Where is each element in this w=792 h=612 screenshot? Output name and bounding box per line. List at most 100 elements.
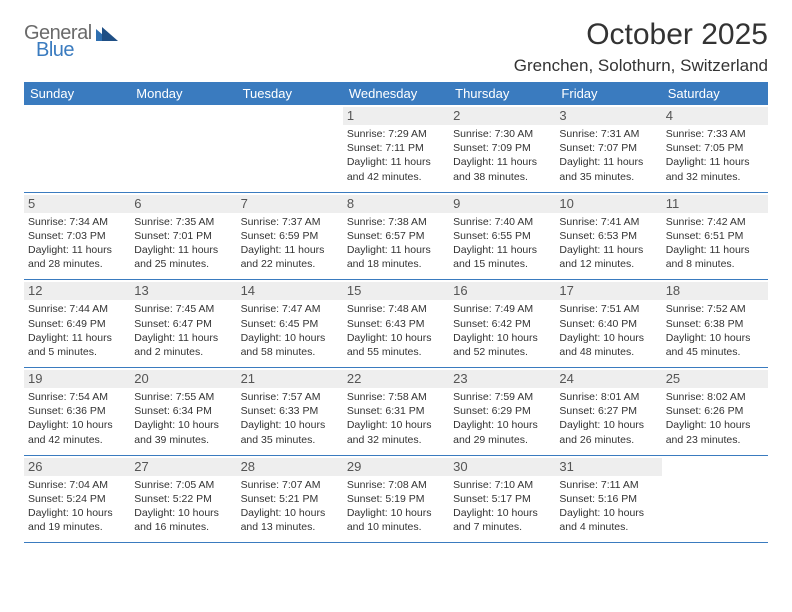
- day-number: 1: [343, 107, 449, 125]
- sunrise-text: Sunrise: 7:54 AM: [28, 390, 126, 404]
- sunrise-text: Sunrise: 7:34 AM: [28, 215, 126, 229]
- daylight-line-2: and 45 minutes.: [666, 345, 764, 359]
- day-cell: 22Sunrise: 7:58 AMSunset: 6:31 PMDayligh…: [343, 368, 449, 455]
- sunset-text: Sunset: 6:57 PM: [347, 229, 445, 243]
- day-number: 20: [130, 370, 236, 388]
- day-number: 2: [449, 107, 555, 125]
- daylight-line-2: and 10 minutes.: [347, 520, 445, 534]
- daylight-line-1: Daylight: 10 hours: [28, 506, 126, 520]
- day-cell: 24Sunrise: 8:01 AMSunset: 6:27 PMDayligh…: [555, 368, 661, 455]
- day-cell: 27Sunrise: 7:05 AMSunset: 5:22 PMDayligh…: [130, 456, 236, 543]
- calendar: Sunday Monday Tuesday Wednesday Thursday…: [24, 82, 768, 543]
- day-number: 18: [662, 282, 768, 300]
- sunset-text: Sunset: 5:17 PM: [453, 492, 551, 506]
- daylight-line-2: and 25 minutes.: [134, 257, 232, 271]
- sunrise-text: Sunrise: 7:40 AM: [453, 215, 551, 229]
- daylight-line-2: and 18 minutes.: [347, 257, 445, 271]
- day-cell: 13Sunrise: 7:45 AMSunset: 6:47 PMDayligh…: [130, 280, 236, 367]
- sunset-text: Sunset: 5:21 PM: [241, 492, 339, 506]
- daylight-line-2: and 15 minutes.: [453, 257, 551, 271]
- daylight-line-1: Daylight: 10 hours: [559, 506, 657, 520]
- day-cell: 3Sunrise: 7:31 AMSunset: 7:07 PMDaylight…: [555, 105, 661, 192]
- day-cell: 19Sunrise: 7:54 AMSunset: 6:36 PMDayligh…: [24, 368, 130, 455]
- daylight-line-2: and 52 minutes.: [453, 345, 551, 359]
- sunrise-text: Sunrise: 7:08 AM: [347, 478, 445, 492]
- week-row: 1Sunrise: 7:29 AMSunset: 7:11 PMDaylight…: [24, 105, 768, 193]
- sunset-text: Sunset: 6:27 PM: [559, 404, 657, 418]
- day-number: 4: [662, 107, 768, 125]
- sunrise-text: Sunrise: 7:37 AM: [241, 215, 339, 229]
- sunrise-text: Sunrise: 7:35 AM: [134, 215, 232, 229]
- day-cell: 7Sunrise: 7:37 AMSunset: 6:59 PMDaylight…: [237, 193, 343, 280]
- dow-sunday: Sunday: [24, 83, 130, 105]
- sunrise-text: Sunrise: 8:01 AM: [559, 390, 657, 404]
- sunset-text: Sunset: 6:26 PM: [666, 404, 764, 418]
- day-cell: 9Sunrise: 7:40 AMSunset: 6:55 PMDaylight…: [449, 193, 555, 280]
- daylight-line-2: and 48 minutes.: [559, 345, 657, 359]
- sunset-text: Sunset: 6:53 PM: [559, 229, 657, 243]
- title-block: October 2025 Grenchen, Solothurn, Switze…: [514, 18, 768, 76]
- daylight-line-2: and 42 minutes.: [28, 433, 126, 447]
- daylight-line-1: Daylight: 10 hours: [453, 418, 551, 432]
- day-number: 19: [24, 370, 130, 388]
- daylight-line-2: and 12 minutes.: [559, 257, 657, 271]
- daylight-line-1: Daylight: 11 hours: [134, 331, 232, 345]
- sunset-text: Sunset: 6:33 PM: [241, 404, 339, 418]
- daylight-line-1: Daylight: 10 hours: [453, 331, 551, 345]
- day-cell: 26Sunrise: 7:04 AMSunset: 5:24 PMDayligh…: [24, 456, 130, 543]
- day-number: 24: [555, 370, 661, 388]
- sunset-text: Sunset: 5:16 PM: [559, 492, 657, 506]
- day-cell: 12Sunrise: 7:44 AMSunset: 6:49 PMDayligh…: [24, 280, 130, 367]
- daylight-line-1: Daylight: 11 hours: [28, 331, 126, 345]
- daylight-line-2: and 22 minutes.: [241, 257, 339, 271]
- daylight-line-2: and 32 minutes.: [666, 170, 764, 184]
- day-cell: 8Sunrise: 7:38 AMSunset: 6:57 PMDaylight…: [343, 193, 449, 280]
- day-cell: 14Sunrise: 7:47 AMSunset: 6:45 PMDayligh…: [237, 280, 343, 367]
- week-row: 19Sunrise: 7:54 AMSunset: 6:36 PMDayligh…: [24, 368, 768, 456]
- day-cell: [237, 105, 343, 192]
- sunrise-text: Sunrise: 7:52 AM: [666, 302, 764, 316]
- logo: General Blue: [24, 22, 118, 62]
- day-cell: 2Sunrise: 7:30 AMSunset: 7:09 PMDaylight…: [449, 105, 555, 192]
- day-cell: 6Sunrise: 7:35 AMSunset: 7:01 PMDaylight…: [130, 193, 236, 280]
- sunrise-text: Sunrise: 7:44 AM: [28, 302, 126, 316]
- daylight-line-1: Daylight: 11 hours: [666, 243, 764, 257]
- sunset-text: Sunset: 6:38 PM: [666, 317, 764, 331]
- day-of-week-row: Sunday Monday Tuesday Wednesday Thursday…: [24, 82, 768, 105]
- day-cell: 18Sunrise: 7:52 AMSunset: 6:38 PMDayligh…: [662, 280, 768, 367]
- sunrise-text: Sunrise: 7:38 AM: [347, 215, 445, 229]
- day-number: 17: [555, 282, 661, 300]
- day-cell: 21Sunrise: 7:57 AMSunset: 6:33 PMDayligh…: [237, 368, 343, 455]
- daylight-line-2: and 39 minutes.: [134, 433, 232, 447]
- daylight-line-1: Daylight: 10 hours: [134, 418, 232, 432]
- daylight-line-2: and 42 minutes.: [347, 170, 445, 184]
- daylight-line-2: and 58 minutes.: [241, 345, 339, 359]
- daylight-line-2: and 8 minutes.: [666, 257, 764, 271]
- daylight-line-2: and 7 minutes.: [453, 520, 551, 534]
- sunset-text: Sunset: 7:07 PM: [559, 141, 657, 155]
- daylight-line-2: and 19 minutes.: [28, 520, 126, 534]
- day-cell: [662, 456, 768, 543]
- daylight-line-2: and 28 minutes.: [28, 257, 126, 271]
- daylight-line-2: and 13 minutes.: [241, 520, 339, 534]
- day-cell: 31Sunrise: 7:11 AMSunset: 5:16 PMDayligh…: [555, 456, 661, 543]
- day-number: 28: [237, 458, 343, 476]
- day-cell: 16Sunrise: 7:49 AMSunset: 6:42 PMDayligh…: [449, 280, 555, 367]
- dow-thursday: Thursday: [449, 83, 555, 105]
- day-cell: 5Sunrise: 7:34 AMSunset: 7:03 PMDaylight…: [24, 193, 130, 280]
- day-number: 5: [24, 195, 130, 213]
- daylight-line-1: Daylight: 11 hours: [559, 243, 657, 257]
- day-number: 15: [343, 282, 449, 300]
- daylight-line-2: and 4 minutes.: [559, 520, 657, 534]
- sunrise-text: Sunrise: 7:11 AM: [559, 478, 657, 492]
- sunrise-text: Sunrise: 7:41 AM: [559, 215, 657, 229]
- daylight-line-2: and 26 minutes.: [559, 433, 657, 447]
- daylight-line-1: Daylight: 10 hours: [347, 418, 445, 432]
- day-number: 14: [237, 282, 343, 300]
- day-number: 22: [343, 370, 449, 388]
- sunset-text: Sunset: 6:55 PM: [453, 229, 551, 243]
- daylight-line-1: Daylight: 10 hours: [559, 331, 657, 345]
- sunset-text: Sunset: 5:19 PM: [347, 492, 445, 506]
- day-cell: [24, 105, 130, 192]
- sunrise-text: Sunrise: 7:57 AM: [241, 390, 339, 404]
